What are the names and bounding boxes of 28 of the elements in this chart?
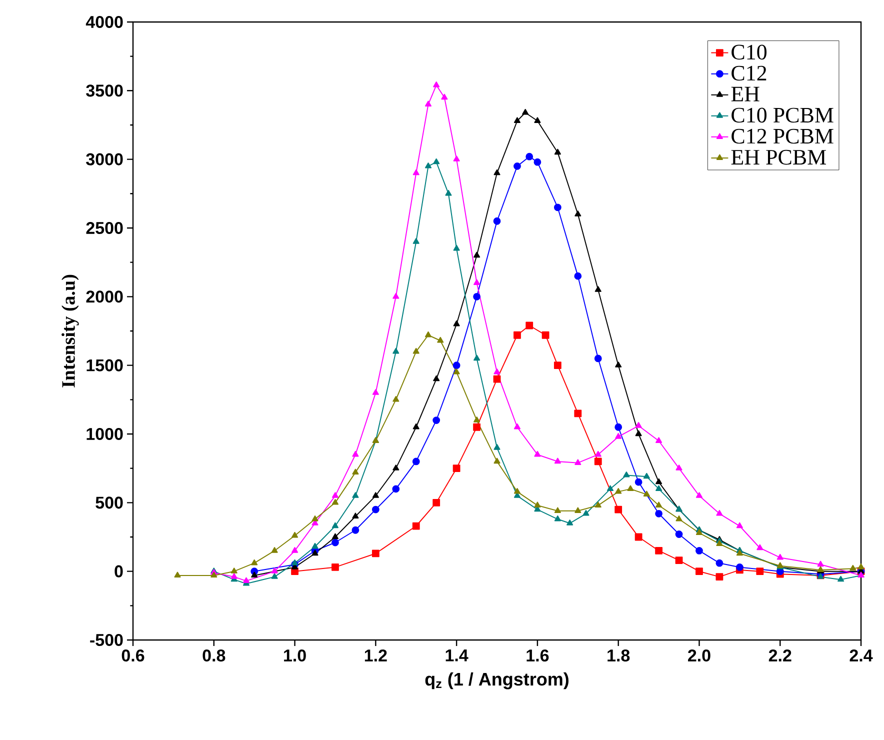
x-tick-label: 2.2 [768,650,792,662]
y-tick-label: 4000 [86,16,123,28]
x-tick-label: 1.0 [284,650,306,662]
y-tick-label: 500 [96,496,123,509]
legend-label: C10 [732,44,766,60]
x-tick-label: 2.4 [850,650,873,662]
x-axis-title: q$_{z}$ (1 / Angstrom) [425,672,568,690]
x-tick-label: 1.8 [608,650,630,662]
legend-label: C10 PCBM [732,108,834,123]
legend-label: C12 PCBM [732,128,834,144]
legend-label: EH PCBM [731,150,826,165]
x-tick-label: 0.8 [202,650,226,662]
y-tick-label: 3000 [86,153,123,166]
x-tick-label: 0.6 [122,650,144,662]
y-tick-label: 1500 [86,359,123,372]
y-tick-label: 2000 [86,290,123,303]
legend-label: EH [731,86,760,102]
x-tick-label: 1.2 [364,650,387,662]
legend-label: C12 [732,66,766,81]
x-tick-label: 1.4 [446,650,468,662]
y-tick-label: 3500 [86,84,123,97]
y-tick-label: -500 [90,634,123,646]
y-tick-label: 0 [114,565,123,578]
x-tick-label: 2.0 [688,650,710,662]
y-axis-title: Intensity (a.u) [62,274,79,388]
y-tick-label: 2500 [86,222,123,234]
x-tick-label: 1.6 [526,650,549,662]
y-tick-label: 1000 [86,428,123,440]
